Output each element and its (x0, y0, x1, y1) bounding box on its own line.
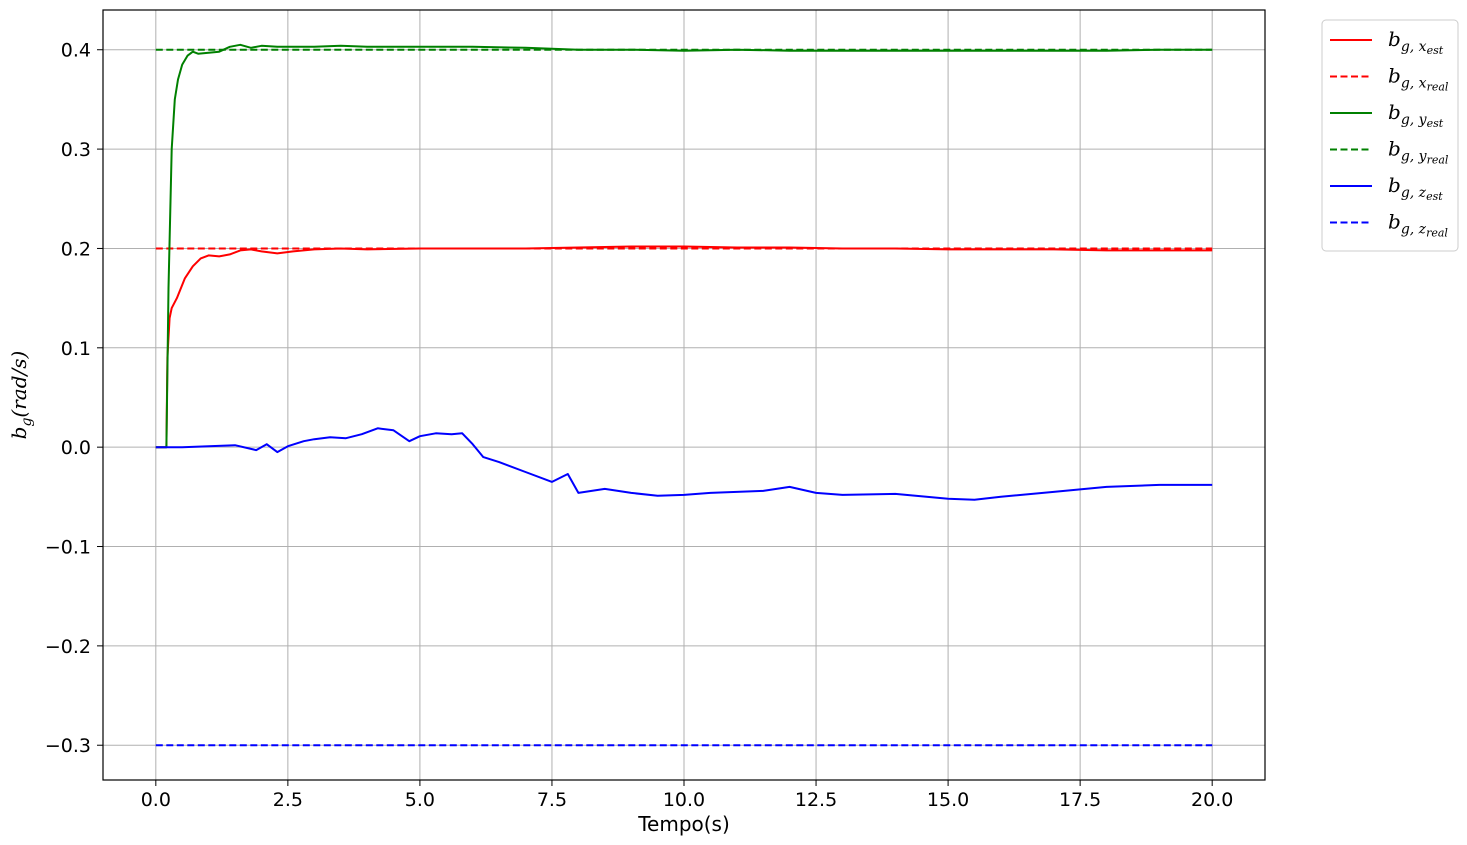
y-tick-label-6: 0.3 (61, 139, 91, 161)
x-tick-label-3: 7.5 (537, 789, 567, 811)
legend-label-1: bg, xreal (1388, 64, 1449, 94)
x-tick-label-5: 12.5 (795, 789, 837, 811)
legend-label-3: bg, yreal (1388, 137, 1449, 167)
x-tick-label-6: 15.0 (927, 789, 969, 811)
y-tick-label-7: 0.4 (61, 40, 91, 62)
y-tick-label-3: 0.0 (61, 437, 91, 459)
x-tick-label-8: 20.0 (1191, 789, 1233, 811)
y-tick-label-0: −0.3 (45, 735, 91, 757)
legend-label-4: bg, zest (1388, 173, 1443, 203)
y-axis: −0.3 −0.2 −0.1 0.0 0.1 0.2 0.3 0.4 (45, 40, 103, 757)
y-tick-label-1: −0.2 (45, 636, 91, 658)
x-tick-label-1: 2.5 (273, 789, 303, 811)
y-axis-label: bg(rad/s) (7, 351, 35, 440)
x-tick-label-4: 10.0 (663, 789, 705, 811)
series-layer (155, 43, 1213, 747)
legend-label-0: bg, xest (1388, 27, 1444, 57)
grid-lines (103, 10, 1265, 780)
y-tick-label-2: −0.1 (45, 537, 91, 559)
x-axis-label: Tempo(s) (637, 812, 730, 836)
x-tick-label-0: 0.0 (141, 789, 171, 811)
y-tick-label-4: 0.1 (61, 338, 91, 360)
x-tick-label-2: 5.0 (405, 789, 435, 811)
y-tick-label-5: 0.2 (61, 238, 91, 260)
legend-box (1321, 19, 1459, 252)
x-tick-label-7: 17.5 (1059, 789, 1101, 811)
legend-label-5: bg, zreal (1388, 210, 1448, 240)
legend: bg, xest bg, xreal bg, yest bg, yreal bg, ze… (1321, 19, 1459, 252)
legend-label-2: bg, yest (1388, 100, 1444, 130)
x-axis: 0.0 2.5 5.0 7.5 10.0 12.5 15.0 17.5 20.0 (141, 780, 1233, 811)
series-line-4 (155, 427, 1213, 501)
